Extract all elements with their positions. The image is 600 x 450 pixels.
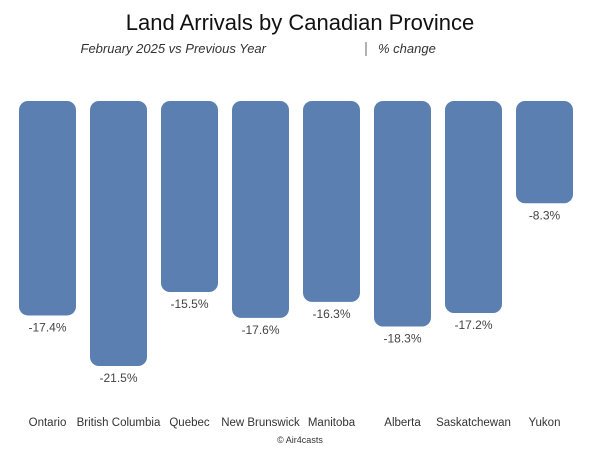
category-label: Quebec xyxy=(169,417,210,429)
bars-group xyxy=(19,101,573,366)
value-label: -17.6% xyxy=(241,323,279,337)
bar-yukon xyxy=(516,101,573,204)
category-label: British Columbia xyxy=(77,417,161,429)
category-label: New Brunswick xyxy=(221,417,300,429)
category-label: Saskatchewan xyxy=(436,417,511,429)
value-label: -8.3% xyxy=(529,208,561,222)
category-label: Alberta xyxy=(384,417,421,429)
chart-subtitle: February 2025 vs Previous Year xyxy=(81,41,267,56)
bar-alberta xyxy=(374,101,431,327)
value-label: -21.5% xyxy=(99,371,137,385)
credit-text: © Air4casts xyxy=(277,435,323,445)
chart-subtitle-unit: % change xyxy=(378,41,436,56)
bar-saskatchewan xyxy=(445,101,502,313)
bar-new-brunswick xyxy=(232,101,289,318)
bar-ontario xyxy=(19,101,76,316)
category-labels-group: Ontario British Columbia Quebec New Brunswi… xyxy=(29,417,561,429)
bar-quebec xyxy=(161,101,218,293)
bar-british-columbia xyxy=(90,101,147,366)
value-label: -17.4% xyxy=(28,320,66,334)
value-label: -17.2% xyxy=(454,318,492,332)
chart-title: Land Arrivals by Canadian Province xyxy=(126,10,475,35)
category-label: Yukon xyxy=(529,417,561,429)
category-label: Ontario xyxy=(29,417,67,429)
value-label: -18.3% xyxy=(383,332,421,346)
value-label: -16.3% xyxy=(312,307,350,321)
category-label: Manitoba xyxy=(308,417,356,429)
value-label: -15.5% xyxy=(170,297,208,311)
value-labels-group: -17.4% -21.5% -15.5% -17.6% -16.3% -18.3% -17.… xyxy=(28,208,560,385)
bar-manitoba xyxy=(303,101,360,302)
